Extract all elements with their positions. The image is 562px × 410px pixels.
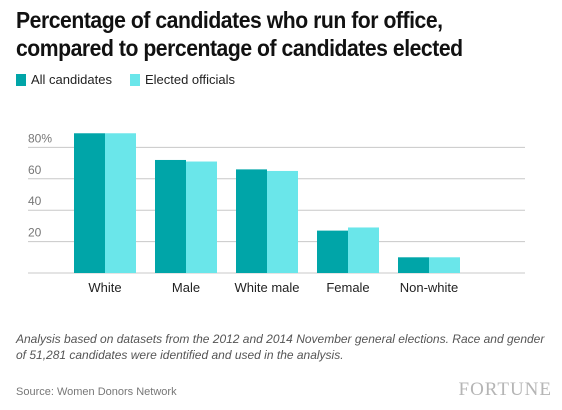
y-tick-label-60: 60	[28, 163, 42, 177]
x-tick-label-white-male: White male	[234, 280, 299, 295]
bar-elected-officials-non-white	[429, 257, 460, 273]
bar-elected-officials-female	[348, 227, 379, 273]
legend: All candidates Elected officials	[16, 72, 253, 87]
x-tick-label-male: Male	[172, 280, 200, 295]
bar-all-candidates-white	[74, 133, 105, 273]
legend-swatch-elected-officials	[129, 73, 140, 86]
legend-item-elected-officials: Elected officials	[129, 72, 236, 87]
legend-swatch-all-candidates	[16, 73, 26, 86]
bar-chart: 20 40 60 80% White Male White male Female Non-wh…	[28, 131, 525, 295]
bar-all-candidates-non-white	[398, 257, 429, 273]
legend-label-elected-officials: Elected officials	[144, 72, 236, 87]
bar-elected-officials-male	[186, 161, 217, 273]
legend-label-all-candidates: All candidates	[31, 72, 112, 87]
x-tick-label-female: Female	[326, 280, 369, 295]
legend-item-all-candidates: All candidates	[16, 72, 112, 87]
analysis-note: Analysis based on datasets from the 2012…	[16, 332, 545, 362]
y-tick-label-20: 20	[28, 226, 42, 240]
bar-elected-officials-white	[105, 133, 136, 273]
x-tick-label-non-white: Non-white	[400, 280, 459, 295]
y-tick-label-40: 40	[28, 194, 42, 208]
fortune-logo: FORTUNE	[458, 379, 552, 400]
y-tick-label-80: 80%	[28, 131, 52, 145]
x-tick-label-white: White	[88, 280, 121, 295]
source-text: Source: Women Donors Network	[16, 386, 177, 398]
chart-title: Percentage of candidates who run for off…	[16, 7, 463, 61]
bar-all-candidates-white-male	[236, 169, 267, 273]
bar-elected-officials-white-male	[267, 170, 298, 273]
bar-all-candidates-female	[317, 230, 348, 273]
bar-all-candidates-male	[155, 159, 186, 273]
